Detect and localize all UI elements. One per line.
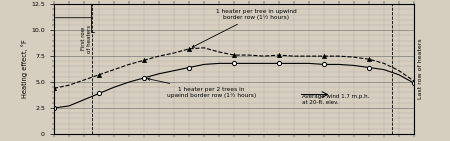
Y-axis label: Last row of heaters: Last row of heaters [418, 39, 423, 99]
Text: 1 heater per 2 trees in
upwind border row (1½ hours): 1 heater per 2 trees in upwind border ro… [148, 78, 256, 98]
Text: Average wind 1.7 m.p.h.
at 20-ft. elev.: Average wind 1.7 m.p.h. at 20-ft. elev. [302, 94, 369, 105]
Text: First row
of heaters: First row of heaters [81, 24, 92, 53]
Text: 1 heater per tree in upwind
border row (1½ hours): 1 heater per tree in upwind border row (… [192, 9, 297, 47]
Y-axis label: Heating effect, °F: Heating effect, °F [22, 40, 28, 98]
